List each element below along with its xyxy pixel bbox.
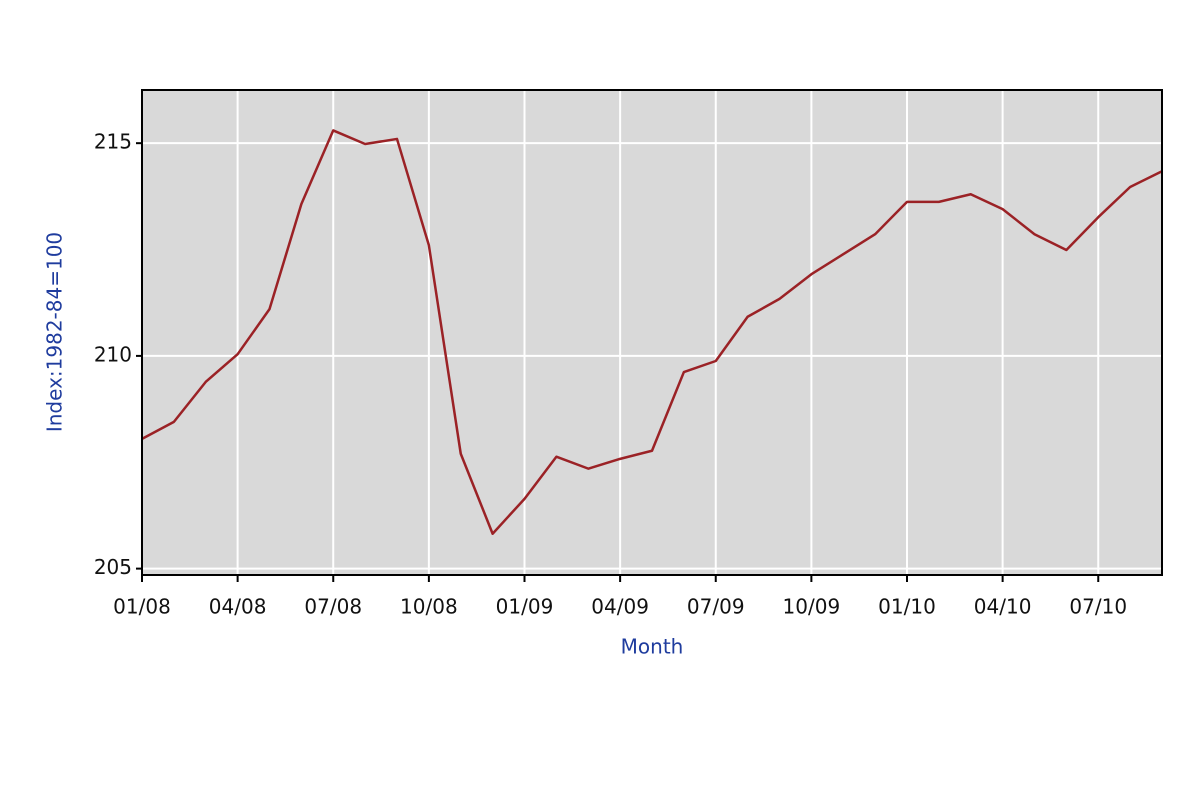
plot-border [141,89,1163,576]
x-tick-label: 10/08 [400,595,458,619]
y-axis-title: Index:1982-84=100 [43,232,67,432]
x-tick-label: 07/09 [687,595,745,619]
x-tick-label: 10/09 [783,595,841,619]
x-tick-label: 01/10 [878,595,936,619]
y-tick-label: 205 [94,555,132,579]
x-tick-label: 04/10 [974,595,1032,619]
y-tick-label: 215 [94,130,132,154]
y-tick-label: 210 [94,342,132,366]
line-series [141,129,1163,535]
x-tick-label: 04/09 [591,595,649,619]
plot-area [142,90,1162,575]
x-tick-label: 07/10 [1069,595,1127,619]
x-tick-label: 01/09 [496,595,554,619]
x-tick-label: 04/08 [209,595,267,619]
x-axis-title: Month [621,635,684,659]
x-tick-label: 07/08 [304,595,362,619]
x-tick-label: 01/08 [113,595,171,619]
